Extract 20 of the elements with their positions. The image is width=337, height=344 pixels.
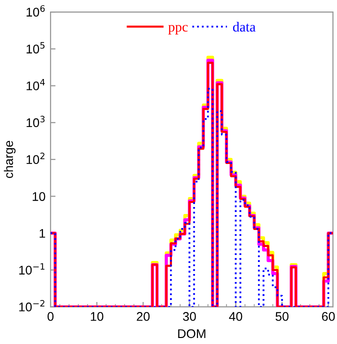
x-tick-label: 30 (182, 312, 196, 321)
x-tick-label: 50 (276, 312, 288, 321)
x-tick-label: 60 (322, 312, 335, 321)
x-tick-label: 40 (229, 312, 242, 321)
y-tick-label: 10$^{2}$ (26, 152, 44, 164)
y-tick-label: 10$^{3}$ (26, 116, 45, 128)
y-tick-label: 10$^{6}$ (26, 5, 45, 17)
y-tick-label: 10 (32, 192, 46, 201)
y-axis-title: charge (4, 140, 16, 178)
x-axis-title: DOM (178, 329, 206, 338)
x-tick-label: 0 (48, 312, 54, 321)
x-tick-label: 10 (90, 312, 104, 321)
y-tick-label: 1 (40, 229, 46, 238)
legend-label: data (233, 22, 256, 32)
y-tick-label: 10$^{4}$ (26, 79, 45, 90)
y-tick-label: 10$^{−1}$ (19, 263, 44, 275)
y-tick-label: 10$^{−2}$ (19, 300, 44, 312)
x-tick-label: 20 (136, 312, 150, 321)
y-tick-label: 10$^{5}$ (26, 42, 45, 54)
legend-label: ppc (168, 24, 188, 34)
